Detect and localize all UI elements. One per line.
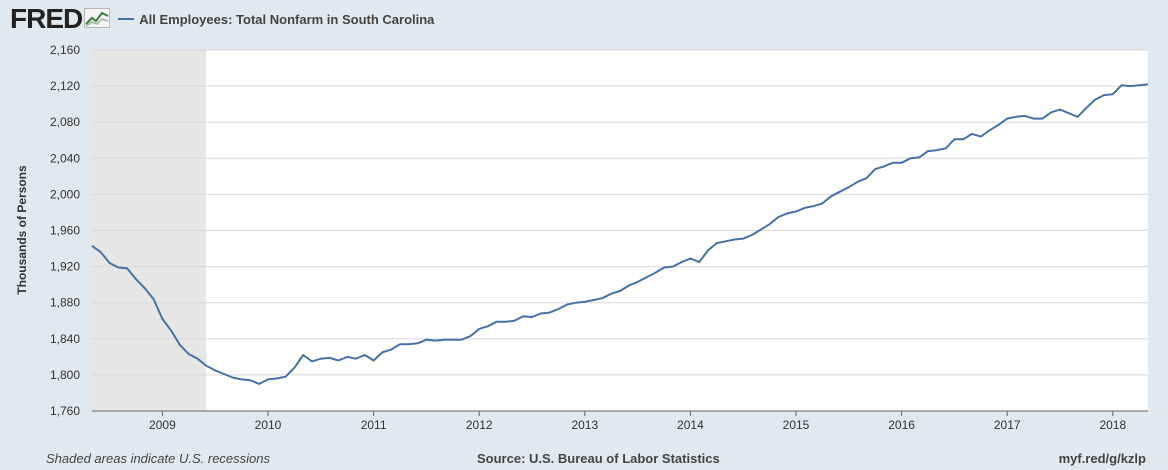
source-note: Source: U.S. Bureau of Labor Statistics	[477, 451, 720, 466]
x-tick-label: 2009	[149, 418, 176, 432]
fred-logo[interactable]: FRED	[10, 3, 83, 34]
y-tick-label: 2,080	[50, 115, 80, 129]
y-tick-label: 2,160	[50, 43, 80, 57]
x-tick-label: 2011	[361, 418, 387, 432]
y-tick-label: 1,760	[50, 404, 80, 418]
y-tick-label: 1,840	[50, 332, 80, 346]
x-tick-label: 2017	[994, 418, 1021, 432]
y-tick-label: 1,920	[50, 260, 80, 274]
x-tick-label: 2015	[783, 418, 810, 432]
x-tick-label: 2018	[1099, 418, 1126, 432]
x-tick-label: 2016	[888, 418, 915, 432]
y-tick-label: 2,120	[50, 79, 80, 93]
x-tick-label: 2014	[677, 418, 704, 432]
y-tick-label: 2,040	[50, 151, 80, 165]
legend-swatch	[118, 18, 135, 20]
legend-label[interactable]: All Employees: Total Nonfarm in South Ca…	[139, 11, 435, 27]
x-tick-label: 2013	[571, 418, 598, 432]
y-tick-label: 1,880	[50, 296, 80, 310]
y-tick-label: 2,000	[50, 187, 80, 201]
x-tick-label: 2012	[466, 418, 493, 432]
y-tick-label: 1,800	[50, 368, 80, 382]
y-axis-label: Thousands of Persons	[15, 165, 29, 295]
series-line	[91, 83, 1149, 385]
header: FRED All Employees: Total Nonfarm in Sou…	[10, 4, 434, 34]
recession-note: Shaded areas indicate U.S. recessions	[46, 451, 271, 466]
x-tick-label: 2010	[255, 418, 282, 432]
graph-icon	[84, 7, 111, 33]
legend: All Employees: Total Nonfarm in South Ca…	[118, 12, 434, 27]
short-url[interactable]: myf.red/g/kzlp	[1058, 451, 1146, 466]
y-tick-label: 1,960	[50, 224, 80, 238]
